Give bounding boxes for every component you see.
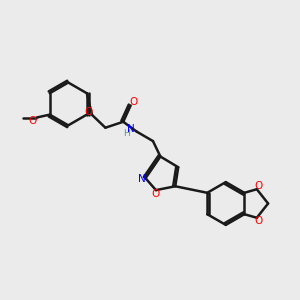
Text: N: N — [128, 124, 135, 134]
Text: N: N — [138, 174, 146, 184]
Text: O: O — [152, 189, 160, 199]
Text: H: H — [123, 129, 130, 138]
Text: O: O — [254, 216, 262, 226]
Text: O: O — [130, 98, 138, 107]
Text: O: O — [29, 116, 37, 126]
Text: O: O — [84, 107, 93, 117]
Text: O: O — [254, 181, 262, 191]
